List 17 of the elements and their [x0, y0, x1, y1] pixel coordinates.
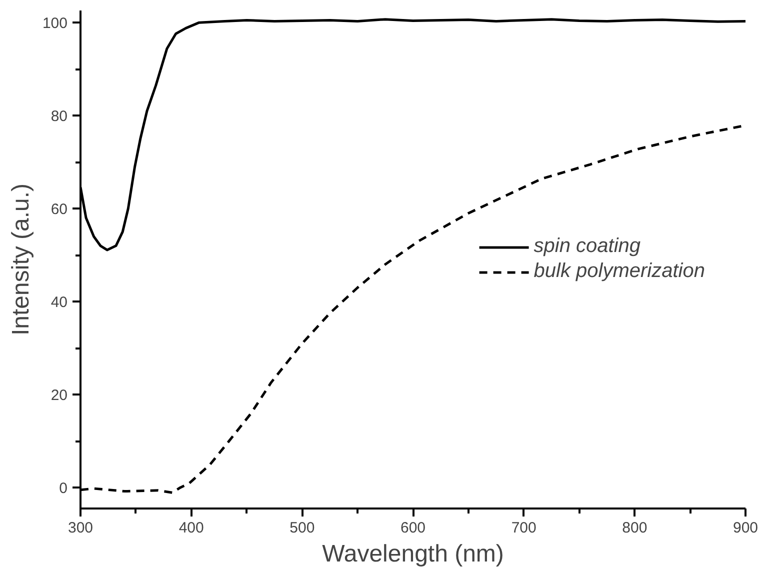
x-tick-label: 700: [511, 520, 536, 536]
x-tick-label: 300: [68, 520, 94, 536]
y-tick-label: 80: [50, 108, 68, 126]
y-axis-title: Intensity (a.u.): [7, 183, 34, 336]
x-axis-title: Wavelength (nm): [322, 540, 504, 568]
y-tick-label: 20: [50, 387, 68, 404]
x-tick-label: 600: [400, 520, 426, 536]
legend-label: spin coating: [534, 235, 641, 258]
y-tick-label: 40: [50, 294, 68, 312]
x-tick-label: 800: [622, 520, 648, 536]
x-tick-label: 900: [732, 520, 758, 536]
y-tick-label: 0: [59, 480, 68, 498]
x-tick-label: 500: [290, 520, 315, 536]
x-tick-label: 400: [178, 520, 204, 536]
y-tick-label: 60: [50, 201, 68, 218]
y-tick-label: 100: [42, 15, 68, 32]
legend-label: bulk polymerization: [534, 260, 705, 283]
